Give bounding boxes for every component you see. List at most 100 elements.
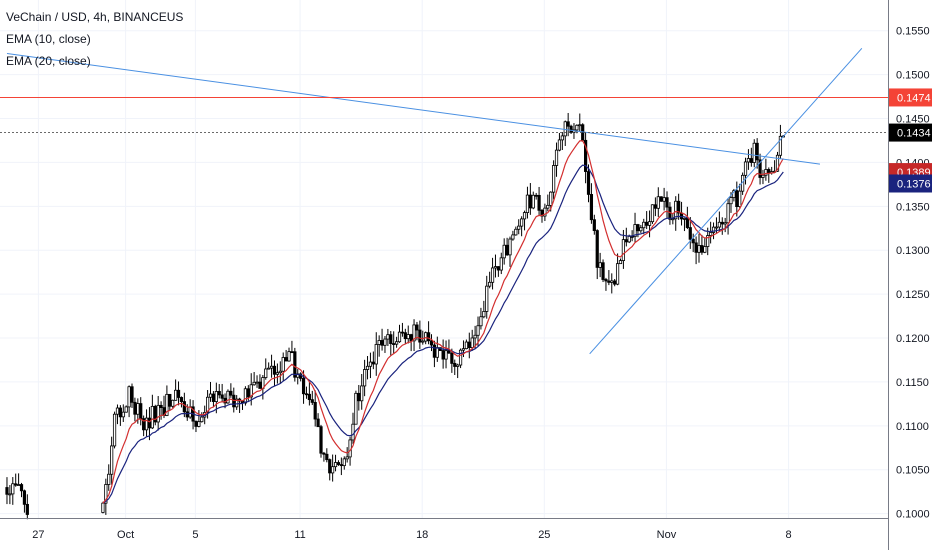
candle-body — [549, 191, 553, 206]
candle-body — [336, 462, 341, 465]
candle-body — [650, 204, 655, 223]
candle-body — [743, 161, 748, 176]
candle-body — [307, 393, 311, 401]
candle-body — [642, 221, 646, 229]
candle-body — [395, 341, 399, 345]
candle-body — [316, 418, 320, 428]
candle-body — [371, 361, 375, 365]
candle-body — [368, 361, 373, 367]
candle-body — [645, 221, 649, 226]
price-tick-label: 0.1200 — [896, 333, 930, 345]
candle-body — [639, 227, 643, 232]
candle-body — [403, 332, 407, 340]
candle-body — [264, 368, 268, 378]
candle-body — [729, 197, 733, 205]
candle-body — [493, 266, 498, 269]
candle-body — [435, 347, 439, 358]
candle-body — [360, 385, 364, 402]
candle-body — [659, 196, 663, 202]
candle-body — [107, 473, 111, 485]
candle-body — [211, 393, 216, 402]
candle-body — [566, 121, 570, 127]
candle-body — [723, 222, 727, 225]
candle-body — [563, 121, 567, 137]
time-tick-label: 5 — [192, 529, 198, 541]
candle-body — [778, 135, 783, 156]
ema20-price-tag-text: 0.1376 — [897, 178, 931, 190]
candle-body — [290, 351, 294, 354]
candle-body — [386, 334, 390, 340]
candle-body — [246, 388, 250, 398]
resistance-price-tag-text: 0.1474 — [897, 92, 931, 104]
candle-body — [281, 357, 285, 372]
candle-body — [554, 149, 559, 166]
time-tick-label: 27 — [32, 529, 44, 541]
candle-body — [505, 244, 509, 256]
candle-body — [496, 266, 500, 271]
candle-body — [656, 196, 660, 209]
candle-body — [25, 503, 29, 515]
candle-body — [150, 405, 154, 429]
candle-body — [8, 493, 12, 496]
candle-body — [688, 227, 692, 240]
candle-body — [124, 406, 128, 413]
candle-body — [432, 344, 437, 358]
candle-body — [229, 390, 233, 396]
candle-body — [185, 411, 189, 418]
candle-body — [534, 194, 538, 197]
ema20-line — [102, 164, 784, 504]
candle-body — [165, 393, 169, 416]
symbol-title[interactable]: VeChain / USD, 4h, BINANCEUS — [6, 10, 184, 24]
candle-body — [389, 334, 393, 344]
candle-body — [235, 398, 239, 408]
candle-body — [333, 462, 338, 468]
candle-body — [546, 204, 550, 209]
time-tick-label: 11 — [294, 529, 305, 541]
candle-body — [758, 159, 762, 178]
candle-body — [272, 365, 277, 375]
candle-body — [176, 389, 181, 398]
price-tick-label: 0.1500 — [896, 70, 930, 82]
candle-body — [682, 218, 687, 220]
candle-body — [220, 394, 224, 399]
candle-body — [363, 369, 367, 387]
candle-body — [694, 242, 698, 253]
candle-body — [118, 407, 122, 418]
candle-body — [19, 484, 24, 492]
candle-body — [293, 351, 297, 378]
candle-body — [450, 352, 454, 364]
candle-body — [159, 404, 163, 409]
candle-body — [200, 416, 204, 423]
price-tick-label: 0.1150 — [896, 377, 929, 389]
candle-body — [301, 377, 306, 395]
candle-body — [461, 348, 466, 351]
ema10-line — [102, 140, 784, 504]
candle-body — [584, 139, 588, 172]
candle-body — [665, 197, 669, 208]
candle-body — [761, 174, 765, 178]
candle-body — [485, 285, 489, 312]
candle-body — [153, 405, 157, 423]
candle-body — [409, 334, 413, 342]
candle-body — [421, 340, 425, 343]
candle-body — [147, 417, 152, 429]
candle-body — [520, 218, 524, 227]
ema10-legend[interactable]: EMA (10, close) — [6, 32, 91, 46]
candle-body — [560, 135, 564, 141]
candle-body — [400, 331, 405, 334]
candle-body — [764, 169, 768, 176]
time-tick-label: Nov — [657, 529, 677, 541]
candle-body — [601, 262, 605, 280]
candle-body — [252, 381, 256, 386]
candle-body — [179, 397, 184, 402]
candle-body — [226, 390, 230, 404]
candle-body — [610, 280, 614, 283]
ema20-legend[interactable]: EMA (20, close) — [6, 54, 91, 68]
candle-body — [269, 365, 274, 369]
candle-body — [525, 194, 530, 213]
time-tick-label: 25 — [538, 529, 550, 541]
candle-body — [127, 386, 131, 408]
candle-body — [331, 466, 335, 474]
candle-body — [607, 280, 611, 283]
